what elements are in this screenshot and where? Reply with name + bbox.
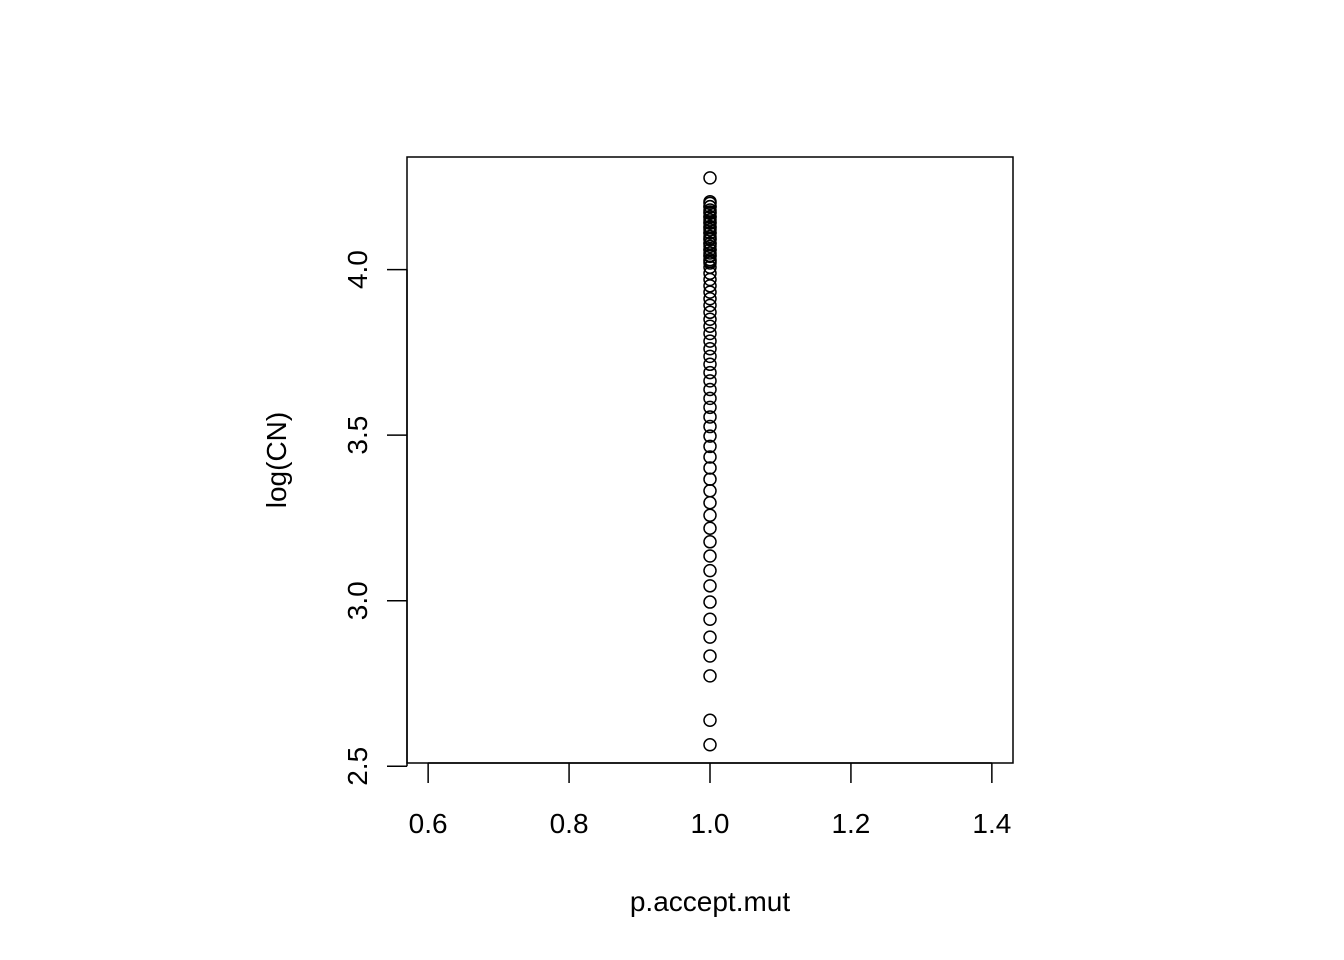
data-point [703, 305, 717, 320]
x-axis: 0.6 0.8 1.0 1.2 1.4 [409, 762, 1011, 839]
data-point [703, 410, 717, 424]
data-point [703, 242, 717, 257]
data-point [703, 203, 717, 217]
data-point [703, 223, 717, 237]
data-point [703, 649, 717, 663]
y-tick-label: 2.5 [342, 747, 373, 786]
x-tick-label: 1.0 [691, 808, 730, 839]
data-point [703, 226, 717, 240]
data-point [703, 171, 717, 185]
data-point [703, 391, 717, 406]
data-point [703, 630, 717, 644]
y-tick-label: 3.5 [342, 416, 373, 455]
data-point [703, 349, 717, 364]
data-point [703, 252, 717, 267]
data-point [703, 196, 717, 211]
data-point [703, 199, 717, 214]
data-point [703, 563, 717, 578]
data-point [703, 738, 717, 752]
data-point [703, 341, 717, 356]
data-point [703, 246, 717, 260]
data-point [703, 298, 717, 313]
x-tick-label: 0.8 [550, 808, 589, 839]
x-tick-label: 1.4 [972, 808, 1011, 839]
y-axis-label: log(CN) [261, 412, 292, 508]
data-point [703, 472, 717, 486]
data-point [703, 579, 717, 593]
data-point [703, 429, 717, 443]
data-point [703, 334, 717, 348]
data-point [703, 216, 717, 230]
data-point [703, 439, 717, 454]
data-point [703, 713, 717, 728]
y-tick-label: 4.0 [342, 250, 373, 289]
data-point [703, 521, 717, 535]
data-point [703, 365, 717, 380]
y-axis: 2.5 3.0 3.5 4.0 [342, 250, 408, 786]
data-point [703, 236, 717, 250]
data-point [703, 484, 717, 498]
data-point [703, 450, 717, 464]
data-point [703, 229, 717, 244]
data-point [703, 219, 717, 234]
data-point [703, 382, 717, 397]
data-point [703, 233, 717, 247]
data-point [703, 319, 717, 333]
data-point [703, 209, 717, 224]
data-point [703, 549, 717, 563]
data-point [703, 374, 717, 388]
data-point [703, 213, 717, 227]
data-point [703, 312, 717, 327]
x-axis-label: p.accept.mut [630, 886, 791, 917]
data-point [703, 249, 717, 264]
data-point [703, 595, 717, 609]
data-point [703, 206, 717, 221]
y-tick-label: 3.0 [342, 581, 373, 620]
data-point [703, 419, 717, 434]
data-point [703, 535, 717, 549]
x-tick-label: 0.6 [409, 808, 448, 839]
data-point [703, 400, 717, 415]
data-point [703, 495, 717, 510]
data-point [703, 357, 717, 372]
data-point [703, 291, 717, 306]
data-point [703, 461, 717, 475]
data-point [703, 239, 717, 254]
plot-frame [406, 156, 1014, 764]
x-tick-label: 1.2 [831, 808, 870, 839]
data-point [703, 669, 717, 683]
data-point [703, 326, 717, 341]
data-point [703, 508, 717, 523]
data-points [703, 171, 717, 752]
data-point [703, 612, 717, 627]
data-point [703, 256, 717, 270]
